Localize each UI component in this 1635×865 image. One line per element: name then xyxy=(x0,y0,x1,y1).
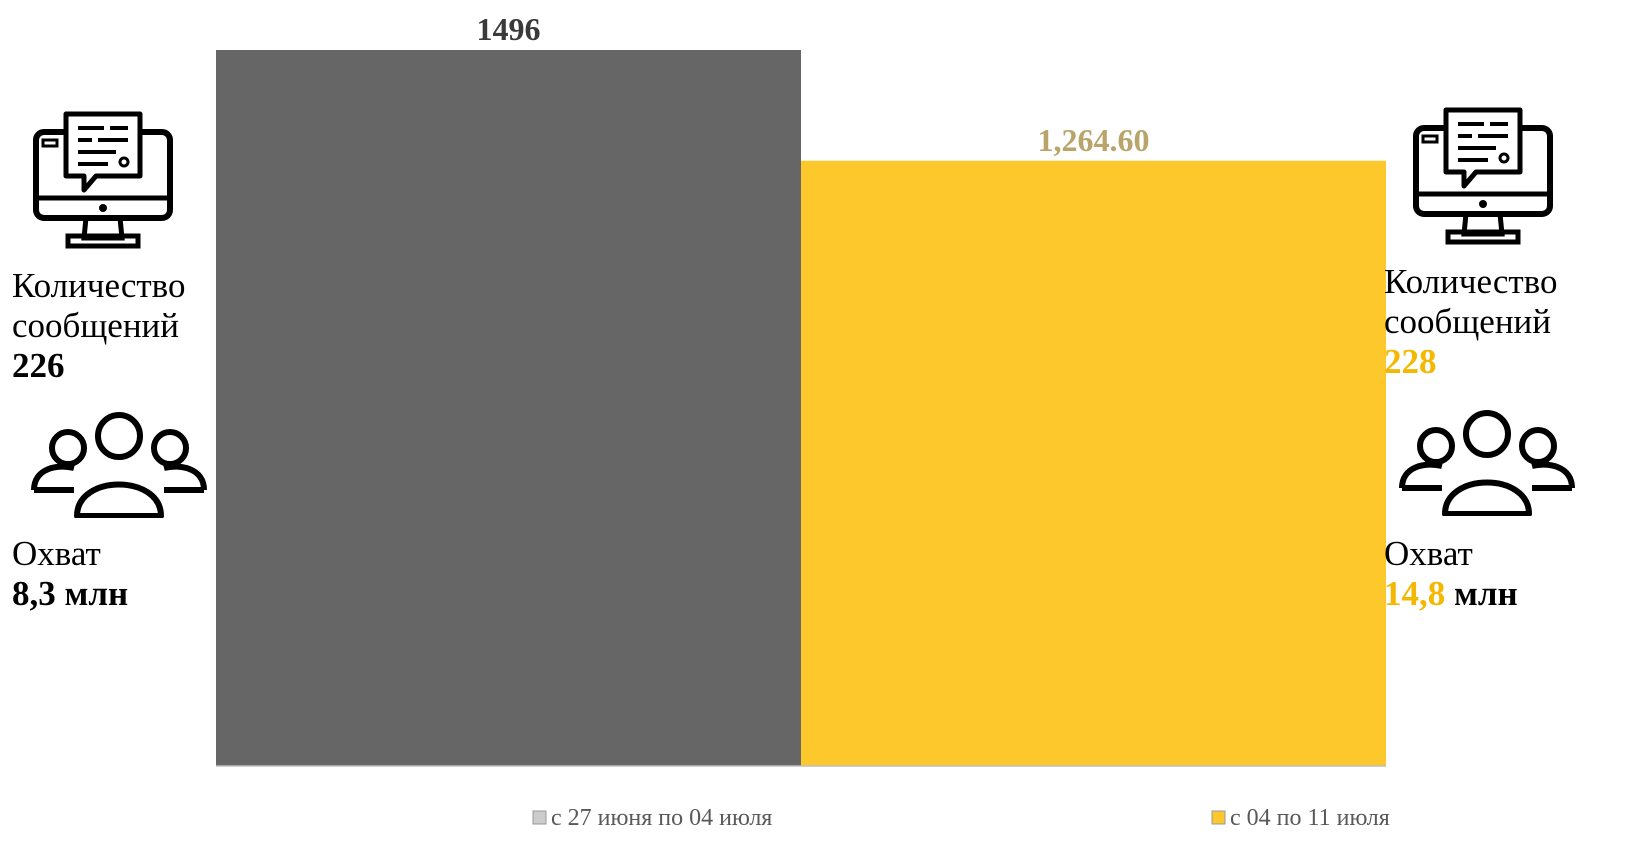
messages-value: 226 xyxy=(12,346,65,385)
reach-value: 14,8 млн xyxy=(1384,574,1614,614)
right-messages-block: Количество сообщений 228 xyxy=(1384,262,1614,382)
computer-message-icon xyxy=(33,111,173,249)
reach-value: 8,3 млн xyxy=(12,574,129,613)
bar xyxy=(216,50,801,766)
legend-entry: с 27 июня по 04 июля xyxy=(551,805,772,831)
data-label: 1496 xyxy=(477,11,541,47)
messages-label: сообщений xyxy=(1384,302,1552,341)
legend-swatch xyxy=(1211,810,1226,825)
messages-label: сообщений xyxy=(12,306,180,345)
messages-label: Количество xyxy=(1384,262,1558,301)
legend-swatch xyxy=(532,810,547,825)
people-group-icon xyxy=(31,412,207,518)
reach-label: Охват xyxy=(12,534,101,573)
data-label: 1,264.60 xyxy=(1038,122,1150,158)
reach-unit: млн xyxy=(1445,574,1518,613)
reach-number: 14,8 xyxy=(1384,574,1446,613)
legend-entry: с 04 по 11 июля xyxy=(1230,805,1390,831)
left-messages-block: Количество сообщений 226 xyxy=(12,266,242,386)
computer-message-icon xyxy=(1413,107,1553,245)
right-reach-block: Охват 14,8 млн xyxy=(1384,534,1614,614)
left-reach-block: Охват 8,3 млн xyxy=(12,534,242,614)
reach-label: Охват xyxy=(1384,534,1473,573)
bar xyxy=(801,160,1386,767)
messages-value: 228 xyxy=(1384,342,1437,381)
messages-label: Количество xyxy=(12,266,186,305)
people-group-icon xyxy=(1399,410,1575,516)
